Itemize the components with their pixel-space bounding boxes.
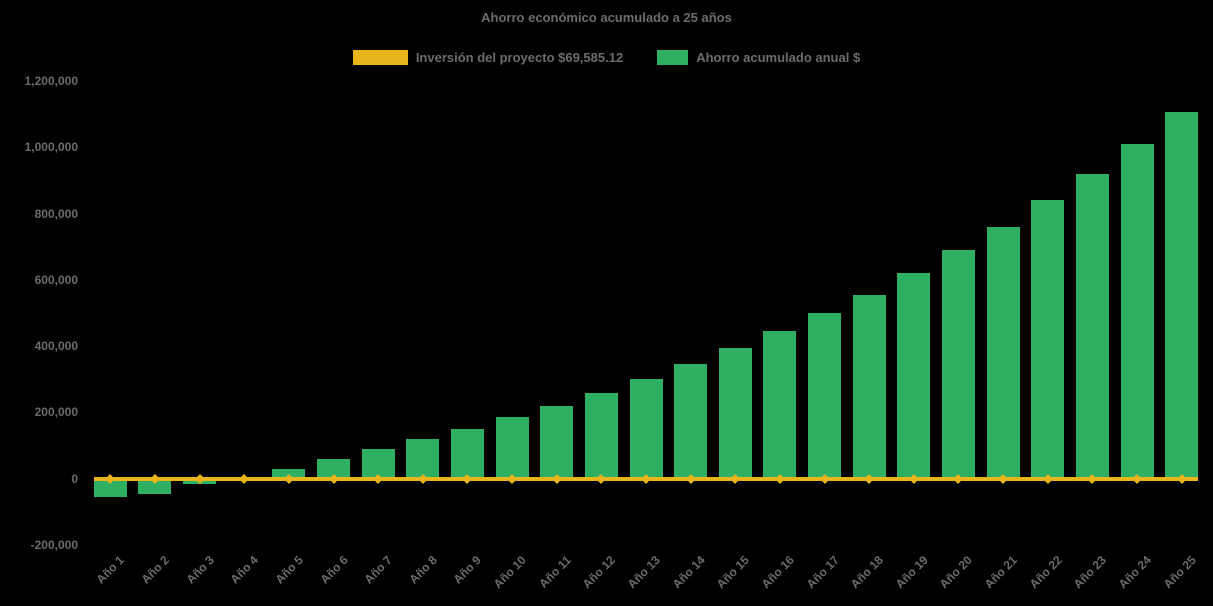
x-axis-category-label: Año 17 [803,553,842,592]
x-axis-category-label: Año 13 [624,553,663,592]
savings-bar [1120,143,1154,479]
savings-bar [1165,112,1199,479]
savings-bar [272,468,306,479]
savings-bar [808,313,842,479]
y-axis-tick-label: -200,000 [30,538,78,552]
y-axis-tick-label: 1,200,000 [24,74,78,88]
savings-bar [450,429,484,479]
savings-bar [986,226,1020,479]
y-axis-tick-label: 200,000 [34,405,78,420]
legend-item-investment: Inversión del proyecto $69,585.12 [352,50,624,65]
savings-bar [317,458,351,479]
x-axis-category-label: Año 1 [93,553,128,587]
chart-title: Ahorro económico acumulado a 25 años [481,10,732,25]
savings-bar [763,331,797,479]
x-axis-category-label: Año 7 [361,553,396,587]
y-axis-tick-label: 0 [71,471,78,486]
y-axis-tick-label: 800,000 [34,206,78,221]
savings-bar [93,478,127,497]
savings-bar [852,294,886,479]
savings-bar [138,478,172,494]
savings-bar [540,405,574,479]
savings-bar [629,379,663,479]
savings-bar [361,448,395,479]
savings-bar-swatch [657,50,689,65]
investment-line-marker [239,473,250,484]
x-axis-category-label: Año 2 [138,553,172,587]
legend-label-investment: Inversión del proyecto $69,585.12 [415,50,624,65]
x-axis-category-label: Año 24 [1115,553,1154,592]
y-axis-tick-label: 1,000,000 [24,140,78,155]
x-axis-category-label: Año 25 [1160,553,1199,592]
y-axis-tick-label: 600,000 [34,272,78,287]
x-axis-category-label: Año 18 [847,553,887,592]
x-axis-category-label: Año 9 [450,553,485,587]
savings-bar [941,250,975,479]
savings-bar [1075,173,1109,479]
x-axis-category-label: Año 5 [272,553,306,587]
savings-bar [897,273,931,479]
x-axis-category-label: Año 14 [669,553,708,592]
x-axis-category-label: Año 10 [490,553,529,592]
chart-legend: Inversión del proyecto $69,585.12 Ahorro… [0,50,1213,65]
x-axis-category-label: Año 4 [227,553,262,587]
savings-bar [406,438,440,479]
x-axis-category-label: Año 11 [535,553,574,591]
savings-bar [718,347,752,479]
x-axis-category-label: Año 12 [580,553,619,592]
x-axis-category-label: Año 8 [406,553,440,587]
savings-bar [1031,200,1065,479]
y-axis-tick-label: 400,000 [34,339,78,354]
x-axis-category-label: Año 16 [758,553,797,592]
x-axis-category-label: Año 21 [981,553,1021,592]
investment-line-swatch [352,50,408,65]
x-axis-category-label: Año 15 [713,553,753,592]
x-axis-category-label: Año 22 [1026,553,1065,592]
x-axis-category-label: Año 6 [316,553,351,587]
x-axis-category-label: Año 23 [1071,553,1110,592]
x-axis-category-label: Año 19 [892,553,931,592]
legend-label-savings: Ahorro acumulado anual $ [696,50,861,65]
x-axis-category-label: Año 20 [937,553,976,592]
legend-item-savings: Ahorro acumulado anual $ [657,50,860,65]
savings-bar [495,417,529,479]
savings-bar [674,364,708,479]
savings-bar [584,392,618,479]
x-axis-category-label: Año 3 [183,553,217,587]
